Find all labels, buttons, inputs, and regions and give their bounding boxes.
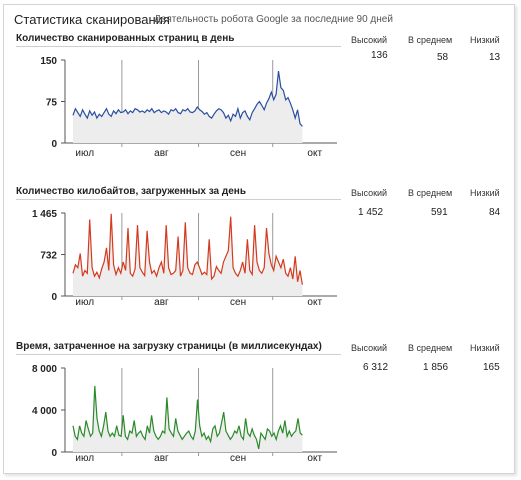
- y-tick-label: 0: [51, 292, 57, 303]
- avg-header: В среднем: [408, 188, 453, 198]
- section-title: Количество килобайтов, загруженных за де…: [16, 186, 246, 197]
- avg-header: В среднем: [408, 343, 453, 353]
- high-value: 136: [371, 50, 388, 61]
- section-title: Время, затраченное на загрузку страницы …: [16, 341, 322, 352]
- avg-value: 58: [437, 52, 449, 63]
- series-area: [73, 71, 303, 143]
- low-header: Низкий: [470, 35, 500, 45]
- series-line: [72, 71, 303, 127]
- x-tick-label: авг: [154, 453, 169, 464]
- page-subtitle: Деятельность робота Google за последние …: [154, 14, 393, 25]
- x-tick-label: окт: [307, 297, 322, 308]
- high-value: 1 452: [358, 207, 384, 218]
- y-tick-label: 0: [51, 139, 57, 150]
- section-divider: [16, 46, 341, 47]
- section-divider: [16, 199, 341, 200]
- low-value: 84: [489, 207, 501, 218]
- x-tick-label: июл: [75, 148, 94, 159]
- y-tick-label: 0: [51, 448, 57, 459]
- x-tick-label: сен: [230, 148, 246, 159]
- y-tick-label: 75: [46, 98, 58, 109]
- x-tick-label: июл: [75, 297, 94, 308]
- series-line: [72, 213, 303, 285]
- series-line: [72, 385, 303, 450]
- series-area: [73, 385, 303, 452]
- y-tick-label: 150: [40, 56, 57, 67]
- page-title: Статистика сканирования: [14, 12, 170, 27]
- y-tick-label: 1 465: [32, 209, 57, 220]
- y-tick-label: 732: [40, 251, 57, 262]
- high-header: Высокий: [351, 343, 388, 353]
- y-tick-label: 4 000: [32, 406, 57, 417]
- series-area: [73, 213, 303, 296]
- low-value: 13: [489, 52, 501, 63]
- section-title: Количество сканированных страниц в день: [16, 33, 235, 44]
- avg-value: 591: [431, 207, 448, 218]
- low-header: Низкий: [470, 188, 500, 198]
- x-tick-label: авг: [154, 148, 169, 159]
- high-header: Высокий: [351, 188, 388, 198]
- avg-value: 1 856: [423, 362, 449, 373]
- high-value: 6 312: [363, 362, 389, 373]
- x-tick-label: авг: [154, 297, 169, 308]
- low-header: Низкий: [470, 343, 500, 353]
- avg-header: В среднем: [408, 35, 453, 45]
- high-header: Высокий: [351, 35, 388, 45]
- y-tick-label: 8 000: [32, 364, 57, 375]
- section-divider: [16, 354, 341, 355]
- x-tick-label: окт: [307, 148, 322, 159]
- low-value: 165: [483, 362, 500, 373]
- x-tick-label: июл: [75, 453, 94, 464]
- x-tick-label: сен: [230, 297, 246, 308]
- x-tick-label: окт: [307, 453, 322, 464]
- x-tick-label: сен: [230, 453, 246, 464]
